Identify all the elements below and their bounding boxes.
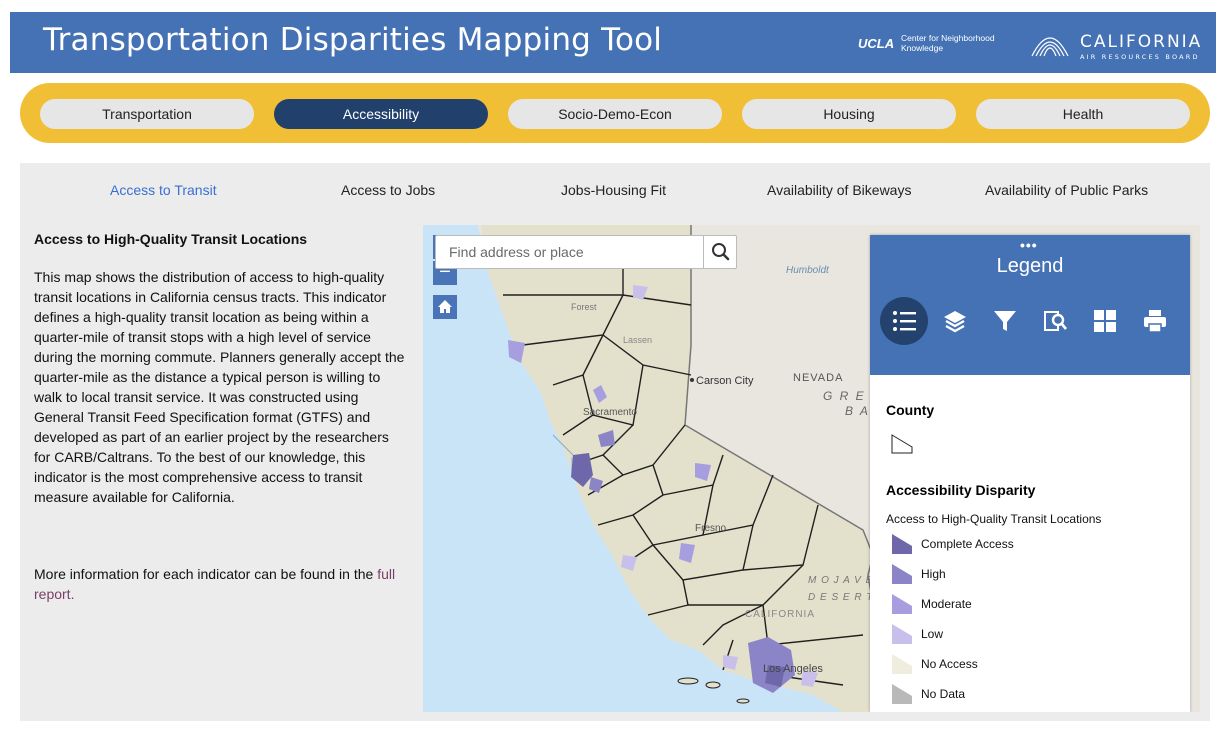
transit-tracts bbox=[508, 285, 818, 693]
tab-socio-demo-econ[interactable]: Socio-Demo-Econ bbox=[508, 99, 722, 129]
carb-logo-icon bbox=[1031, 37, 1069, 57]
label-great-basin-1: G R E bbox=[823, 389, 866, 403]
subtab-bikeways[interactable]: Availability of Bikeways bbox=[767, 182, 912, 198]
label-nevada: NEVADA bbox=[793, 372, 843, 384]
layers-icon bbox=[944, 311, 966, 333]
label-sacramento: Sacramento bbox=[583, 407, 637, 418]
legend-subheading: Access to High-Quality Transit Locations bbox=[886, 512, 1102, 526]
label-lassen: Lassen bbox=[623, 335, 652, 345]
legend-swatch bbox=[892, 564, 912, 584]
tab-health[interactable]: Health bbox=[976, 99, 1190, 129]
tab-housing[interactable]: Housing bbox=[742, 99, 956, 129]
label-humboldt: Humboldt bbox=[786, 265, 830, 276]
print-tool-button[interactable] bbox=[1131, 297, 1179, 345]
layers-tool-button[interactable] bbox=[931, 297, 979, 345]
legend-title: Legend bbox=[996, 255, 1064, 277]
subtab-access-to-transit[interactable]: Access to Transit bbox=[110, 182, 217, 198]
label-mojave-1: M O J A V E bbox=[808, 575, 873, 586]
app-header: Transportation Disparities Mapping Tool … bbox=[10, 12, 1216, 73]
legend-label: No Access bbox=[921, 657, 978, 671]
ucla-logo-text: UCLA bbox=[858, 36, 895, 51]
list-icon bbox=[893, 311, 916, 331]
legend-panel: ••• Legend bbox=[870, 235, 1190, 712]
legend-label: No Data bbox=[921, 687, 966, 701]
map-search bbox=[435, 235, 737, 269]
home-button[interactable] bbox=[433, 295, 457, 319]
filter-tool-button[interactable] bbox=[981, 297, 1029, 345]
subtab-public-parks[interactable]: Availability of Public Parks bbox=[985, 182, 1149, 198]
full-report-link[interactable]: full report. bbox=[34, 566, 396, 602]
search-icon bbox=[712, 243, 730, 261]
legend-tool-button[interactable] bbox=[880, 297, 928, 345]
home-icon bbox=[438, 300, 452, 313]
legend-label: Low bbox=[921, 627, 944, 641]
tab-accessibility[interactable]: Accessibility bbox=[274, 99, 488, 129]
legend-menu-dots[interactable]: ••• bbox=[1020, 237, 1038, 253]
description-title: Access to High-Quality Transit Locations bbox=[34, 231, 308, 247]
basemap-icon bbox=[1094, 310, 1116, 332]
legend-swatch bbox=[892, 684, 912, 704]
subtab-access-to-jobs[interactable]: Access to Jobs bbox=[341, 182, 436, 198]
app-title: Transportation Disparities Mapping Tool bbox=[43, 22, 663, 58]
legend-swatch bbox=[892, 594, 912, 614]
california-shape bbox=[481, 225, 893, 712]
main-nav: Transportation Accessibility Socio-Demo-… bbox=[20, 83, 1210, 143]
legend-disparity-heading: Accessibility Disparity bbox=[886, 482, 1036, 498]
legend-label: Moderate bbox=[921, 597, 972, 611]
legend-header: ••• Legend bbox=[870, 235, 1190, 375]
legend-swatch bbox=[892, 654, 912, 674]
county-symbol-icon bbox=[891, 434, 913, 454]
label-mojave-2: D E S E R T bbox=[808, 592, 873, 603]
channel-islands bbox=[677, 677, 750, 704]
label-carson-city: Carson City bbox=[696, 375, 754, 387]
label-great-basin-2: B A bbox=[845, 404, 870, 418]
label-california: CALIFORNIA bbox=[745, 609, 815, 620]
label-forest: Forest bbox=[571, 302, 597, 312]
legend-label: High bbox=[921, 567, 946, 581]
description-more: More information for each indicator can … bbox=[34, 566, 396, 602]
subtab-jobs-housing-fit[interactable]: Jobs-Housing Fit bbox=[561, 182, 667, 198]
legend-county-heading: County bbox=[886, 402, 935, 418]
description-body: This map shows the distribution of acces… bbox=[34, 269, 405, 505]
legend-label: Complete Access bbox=[921, 537, 1014, 551]
legend-swatch bbox=[892, 624, 912, 644]
carb-logo-text: CALIFORNIA AIR RESOURCES BOARD bbox=[1080, 32, 1203, 61]
search-input[interactable] bbox=[436, 236, 704, 268]
print-icon bbox=[1144, 310, 1166, 333]
search-button[interactable] bbox=[703, 236, 736, 268]
filter-icon bbox=[994, 311, 1016, 331]
query-icon bbox=[1044, 311, 1067, 331]
basemap-tool-button[interactable] bbox=[1081, 297, 1129, 345]
label-fresno: Fresno bbox=[695, 523, 727, 534]
center-logo-text: Center for Neighborhood Knowledge bbox=[901, 33, 995, 53]
map-view[interactable]: Carson City NEVADA G R E B A Humboldt Sa… bbox=[423, 225, 1200, 712]
label-los-angeles: Los Angeles bbox=[763, 663, 823, 675]
query-tool-button[interactable] bbox=[1031, 297, 1079, 345]
tab-transportation[interactable]: Transportation bbox=[40, 99, 254, 129]
legend-swatch bbox=[892, 534, 912, 554]
